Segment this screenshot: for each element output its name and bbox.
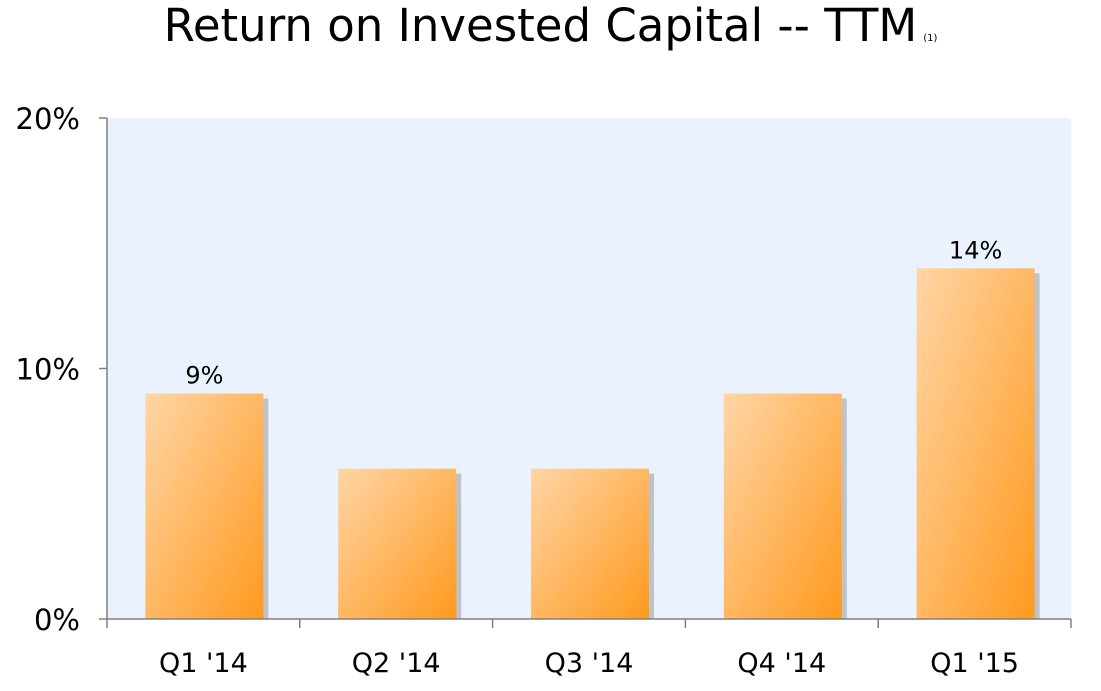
chart-title-footnote-marker: (1) — [923, 33, 938, 44]
chart-title: Return on Invested Capital -- TTM (1) — [0, 0, 1101, 52]
axes-layer — [99, 117, 1072, 628]
x-tick-label: Q2 '14 — [352, 648, 441, 679]
bar — [916, 268, 1035, 619]
bars-layer — [145, 268, 1040, 619]
x-tick-label: Q3 '14 — [545, 648, 634, 679]
labels-layer: 9% Q1 '14 Q2 '14 Q3 '14 Q4 '14 14% Q1 '15 0% 10%… — [16, 102, 1019, 679]
x-tick-label: Q1 '14 — [159, 648, 248, 679]
data-label: 14% — [949, 236, 1002, 264]
y-tick-label: 20% — [16, 102, 80, 136]
y-tick-label: 0% — [34, 603, 80, 637]
bar — [723, 393, 842, 619]
chart-title-text: Return on Invested Capital -- TTM — [163, 0, 918, 52]
bar — [145, 393, 264, 619]
y-tick-label: 10% — [16, 353, 80, 387]
x-tick-label: Q1 '15 — [930, 648, 1019, 679]
data-label: 9% — [185, 362, 223, 390]
bar — [338, 468, 457, 619]
bar — [531, 468, 649, 619]
x-tick-label: Q4 '14 — [737, 648, 826, 679]
